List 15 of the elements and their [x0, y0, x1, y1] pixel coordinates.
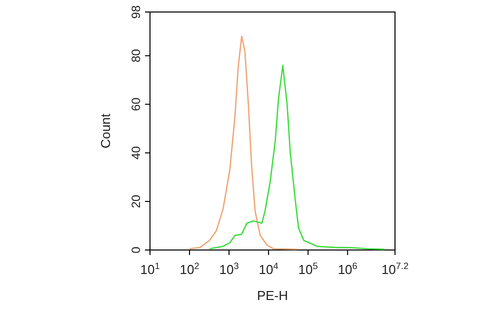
x-tick-label: 10$^{1}$ — [140, 261, 160, 277]
y-tick-label: 20 — [129, 194, 143, 208]
x-tick-label: 10$^{4}$ — [258, 261, 278, 277]
x-tick-label: 10$^{5}$ — [298, 261, 318, 277]
x-tick-label: 10$^{7.2}$ — [381, 261, 409, 277]
y-tick-label: 60 — [129, 97, 143, 111]
y-tick-label: 98 — [129, 5, 143, 19]
x-axis-title: PE-H — [256, 288, 288, 303]
y-axis-title: Count — [98, 113, 113, 148]
y-tick-label: 80 — [129, 48, 143, 62]
x-tick-label: 10$^{6}$ — [338, 261, 358, 277]
y-tick-label: 0 — [129, 246, 143, 254]
x-tick-label: 10$^{2}$ — [180, 261, 200, 277]
x-tick-label: 10$^{3}$ — [219, 261, 239, 277]
y-tick-label: 40 — [129, 146, 143, 160]
